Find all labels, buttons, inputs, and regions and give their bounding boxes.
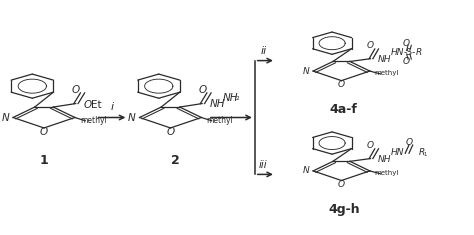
Text: $_1$: $_1$ xyxy=(423,150,428,159)
Text: iii: iii xyxy=(259,160,267,170)
Text: O: O xyxy=(367,41,374,51)
Text: NH: NH xyxy=(378,55,391,64)
Text: Et: Et xyxy=(91,100,102,110)
Text: i: i xyxy=(110,102,113,112)
Text: R: R xyxy=(419,148,425,157)
Text: ii: ii xyxy=(261,46,267,56)
Text: N: N xyxy=(303,166,310,175)
Text: NH: NH xyxy=(210,99,225,109)
Text: N: N xyxy=(2,113,9,122)
Text: N: N xyxy=(303,67,310,76)
Text: O: O xyxy=(367,141,374,150)
Text: -S-: -S- xyxy=(403,48,416,57)
Text: O: O xyxy=(166,127,174,137)
Text: O: O xyxy=(72,85,80,95)
Text: NH: NH xyxy=(378,154,391,164)
Text: 4g-h: 4g-h xyxy=(328,203,360,216)
Text: R: R xyxy=(416,48,422,57)
Text: HN: HN xyxy=(391,148,405,157)
Text: O: O xyxy=(338,180,345,189)
Text: O: O xyxy=(402,39,410,48)
Text: methyl: methyl xyxy=(374,70,399,76)
Text: HN: HN xyxy=(391,48,405,57)
Text: methyl: methyl xyxy=(80,116,107,125)
Text: O: O xyxy=(40,127,48,137)
Text: methyl: methyl xyxy=(206,116,233,125)
Text: O: O xyxy=(405,138,412,147)
Text: O: O xyxy=(198,85,206,95)
Text: methyl: methyl xyxy=(374,170,399,176)
Text: 1: 1 xyxy=(40,154,48,167)
Text: O: O xyxy=(402,56,410,66)
Text: 4a-f: 4a-f xyxy=(330,103,358,116)
Text: NH: NH xyxy=(223,94,238,103)
Text: O: O xyxy=(83,100,91,110)
Text: O: O xyxy=(338,80,345,89)
Text: N: N xyxy=(128,113,136,122)
Text: 2: 2 xyxy=(171,154,180,167)
Text: $_2$: $_2$ xyxy=(235,94,240,103)
